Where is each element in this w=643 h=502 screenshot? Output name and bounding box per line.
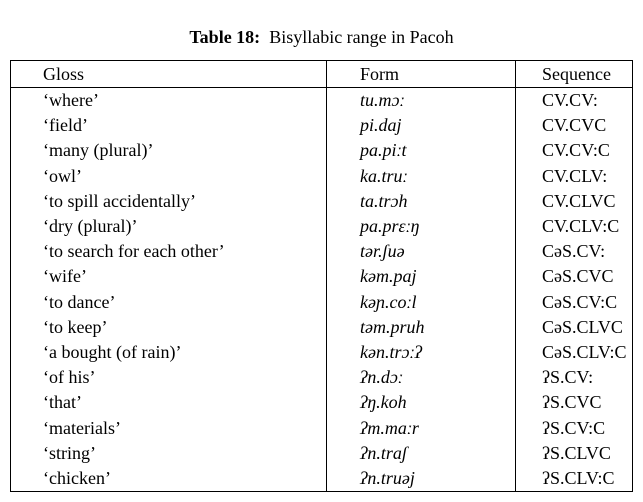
sequence-cell: CəS.CV: — [515, 239, 633, 265]
table-row: ‘materials’ ʔm.maːr ʔS.CV:C — [10, 415, 633, 441]
table-row: ‘to keep’ təm.pruh CəS.CLVC — [10, 314, 633, 341]
sequence-cell: CV.CVC — [515, 113, 633, 139]
sequence-cell: CV.CLVC — [515, 188, 633, 215]
bisyllabic-range-table: Gloss Form Sequence ‘where’ tu.mɔː CV.CV: ‘… — [10, 60, 633, 493]
sequence-cell: CV.CLV: — [515, 163, 633, 189]
sequence-cell: CV.CV: — [515, 87, 633, 114]
form-cell: ʔn.truəj — [326, 466, 516, 493]
sequence-cell: CəS.CLVC — [515, 314, 633, 341]
table-title-text: Bisyllabic range in Pacoh — [260, 27, 454, 47]
gloss-cell: ‘to spill accidentally’ — [10, 188, 327, 215]
column-header-sequence: Sequence — [515, 60, 633, 88]
sequence-cell: CV.CLV:C — [515, 214, 633, 240]
sequence-cell: ʔS.CLV:C — [515, 466, 633, 493]
table-row: ‘to search for each other’ tər.ʃuə CəS.CV: — [10, 239, 633, 265]
table-row: ‘of his’ ʔn.dɔː ʔS.CV: — [10, 365, 633, 391]
form-cell: kəɲ.coːl — [326, 289, 516, 315]
sequence-cell: ʔS.CV: — [515, 365, 633, 391]
sequence-cell: CəS.CV:C — [515, 289, 633, 315]
table-row: ‘to dance’ kəɲ.coːl CəS.CV:C — [10, 289, 633, 315]
form-cell: ʔn.dɔː — [326, 365, 516, 391]
table-row: ‘to spill accidentally’ ta.trɔh CV.CLVC — [10, 188, 633, 215]
table-row: ‘where’ tu.mɔː CV.CV: — [10, 87, 633, 114]
form-cell: ʔn.traʃ — [326, 440, 516, 467]
gloss-cell: ‘string’ — [10, 440, 327, 467]
form-cell: kən.trɔːʔ — [326, 340, 516, 366]
header-row: Gloss Form Sequence — [10, 60, 633, 88]
table-row: ‘wife’ kəm.paj CəS.CVC — [10, 264, 633, 290]
gloss-cell: ‘chicken’ — [10, 466, 327, 493]
sequence-cell: ʔS.CVC — [515, 390, 633, 416]
form-cell: pa.prɛːŋ — [326, 214, 516, 240]
form-cell: ʔm.maːr — [326, 415, 516, 441]
table-row: ‘many (plural)’ pa.piːt CV.CV:C — [10, 138, 633, 164]
table-row: ‘owl’ ka.truː CV.CLV: — [10, 163, 633, 189]
table-row: ‘that’ ʔŋ.koh ʔS.CVC — [10, 390, 633, 416]
table-row: ‘string’ ʔn.traʃ ʔS.CLVC — [10, 440, 633, 467]
gloss-cell: ‘to keep’ — [10, 314, 327, 341]
table-title-label: Table 18: — [189, 27, 261, 47]
sequence-cell: CV.CV:C — [515, 138, 633, 164]
gloss-cell: ‘a bought (of rain)’ — [10, 340, 327, 366]
gloss-cell: ‘materials’ — [10, 415, 327, 441]
column-header-form: Form — [326, 60, 516, 88]
sequence-cell: CəS.CLV:C — [515, 340, 633, 366]
column-header-gloss: Gloss — [10, 60, 327, 88]
table-body: ‘where’ tu.mɔː CV.CV: ‘field’ pi.daj CV.CVC ‘m… — [10, 87, 633, 493]
form-cell: tər.ʃuə — [326, 239, 516, 265]
gloss-cell: ‘many (plural)’ — [10, 138, 327, 164]
gloss-cell: ‘field’ — [10, 113, 327, 139]
table-row: ‘a bought (of rain)’ kən.trɔːʔ CəS.CLV:C — [10, 340, 633, 366]
sequence-cell: ʔS.CLVC — [515, 440, 633, 467]
table-row: ‘field’ pi.daj CV.CVC — [10, 113, 633, 139]
table-row: ‘dry (plural)’ pa.prɛːŋ CV.CLV:C — [10, 214, 633, 240]
table-title: Table 18: Bisyllabic range in Pacoh — [0, 27, 643, 48]
form-cell: ta.trɔh — [326, 188, 516, 215]
form-cell: pi.daj — [326, 113, 516, 139]
sequence-cell: CəS.CVC — [515, 264, 633, 290]
form-cell: pa.piːt — [326, 138, 516, 164]
gloss-cell: ‘where’ — [10, 87, 327, 114]
table-row: ‘chicken’ ʔn.truəj ʔS.CLV:C — [10, 466, 633, 493]
gloss-cell: ‘that’ — [10, 390, 327, 416]
form-cell: tu.mɔː — [326, 87, 516, 114]
table-header: Gloss Form Sequence — [10, 60, 633, 88]
sequence-cell: ʔS.CV:C — [515, 415, 633, 441]
form-cell: ʔŋ.koh — [326, 390, 516, 416]
gloss-cell: ‘to search for each other’ — [10, 239, 327, 265]
gloss-cell: ‘owl’ — [10, 163, 327, 189]
gloss-cell: ‘to dance’ — [10, 289, 327, 315]
form-cell: kəm.paj — [326, 264, 516, 290]
form-cell: ka.truː — [326, 163, 516, 189]
gloss-cell: ‘wife’ — [10, 264, 327, 290]
gloss-cell: ‘dry (plural)’ — [10, 214, 327, 240]
form-cell: təm.pruh — [326, 314, 516, 341]
gloss-cell: ‘of his’ — [10, 365, 327, 391]
